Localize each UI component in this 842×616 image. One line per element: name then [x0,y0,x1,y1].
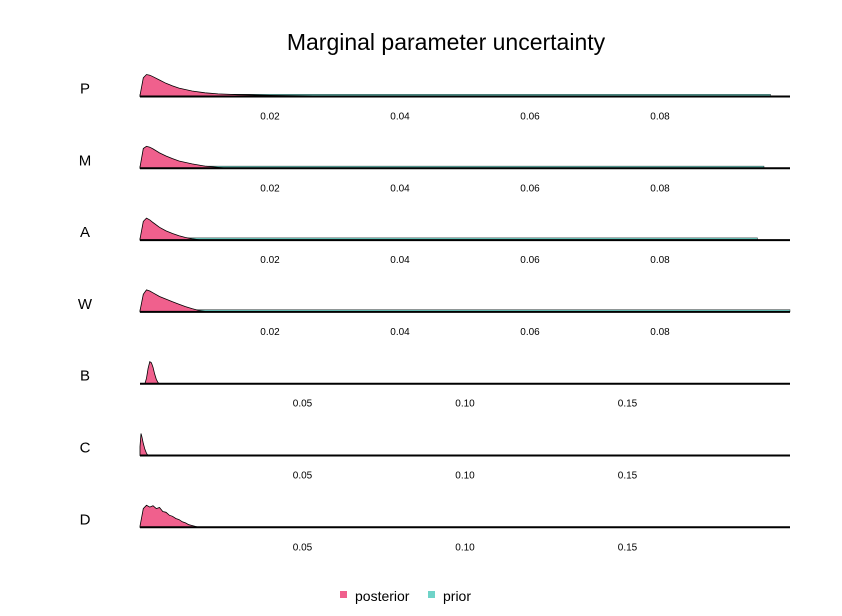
legend-swatch [340,591,347,598]
tick-label: 0.08 [650,255,670,266]
panel-d: D 0.05 0.10 0.15 [80,504,790,553]
tick-label: 0.04 [390,112,410,123]
tick-label: 0.02 [260,112,280,123]
tick-label: 0.10 [455,399,475,410]
panel-label: P [80,81,90,98]
panels: P 0.02 0.04 0.06 0.08 M 0.02 0.04 0.06 0.08 A 0.02 0… [78,74,791,553]
legend-swatch [428,591,435,598]
panel-label: A [80,224,90,241]
panel-a: A 0.02 0.04 0.06 0.08 [80,217,790,266]
tick-label: 0.10 [455,471,475,482]
panel-b: B 0.05 0.10 0.15 [80,361,790,410]
panel-label: B [80,368,90,385]
posterior-density [144,361,161,385]
posterior-density [139,217,202,241]
tick-label: 0.15 [618,542,638,553]
panel-c: C 0.05 0.10 0.15 [80,433,790,482]
panel-label: W [78,296,93,313]
legend-label: posterior [355,588,410,604]
posterior-density [139,289,209,313]
panel-label: M [79,152,92,169]
tick-label: 0.06 [520,327,540,338]
tick-label: 0.10 [455,542,475,553]
tick-label: 0.08 [650,112,670,123]
posterior-density [139,74,401,97]
panel-label: C [80,440,91,457]
posterior-density [139,145,228,169]
posterior-density [139,433,149,456]
posterior-density [139,504,199,528]
legend: posterior prior [340,588,471,604]
tick-label: 0.02 [260,327,280,338]
tick-label: 0.04 [390,327,410,338]
legend-label: prior [443,588,471,604]
tick-label: 0.06 [520,112,540,123]
panel-p: P 0.02 0.04 0.06 0.08 [80,74,790,123]
tick-label: 0.05 [293,471,313,482]
tick-label: 0.04 [390,183,410,194]
tick-label: 0.06 [520,183,540,194]
legend-item-posterior: posterior [340,588,410,604]
panel-w: W 0.02 0.04 0.06 0.08 [78,289,791,338]
tick-label: 0.05 [293,542,313,553]
tick-label: 0.02 [260,255,280,266]
tick-label: 0.15 [618,471,638,482]
tick-label: 0.06 [520,255,540,266]
panel-m: M 0.02 0.04 0.06 0.08 [79,145,790,194]
chart-title: Marginal parameter uncertainty [287,29,606,55]
tick-label: 0.15 [618,399,638,410]
tick-label: 0.08 [650,183,670,194]
legend-item-prior: prior [428,588,471,604]
tick-label: 0.04 [390,255,410,266]
tick-label: 0.08 [650,327,670,338]
tick-label: 0.02 [260,183,280,194]
tick-label: 0.05 [293,399,313,410]
panel-label: D [80,511,91,528]
